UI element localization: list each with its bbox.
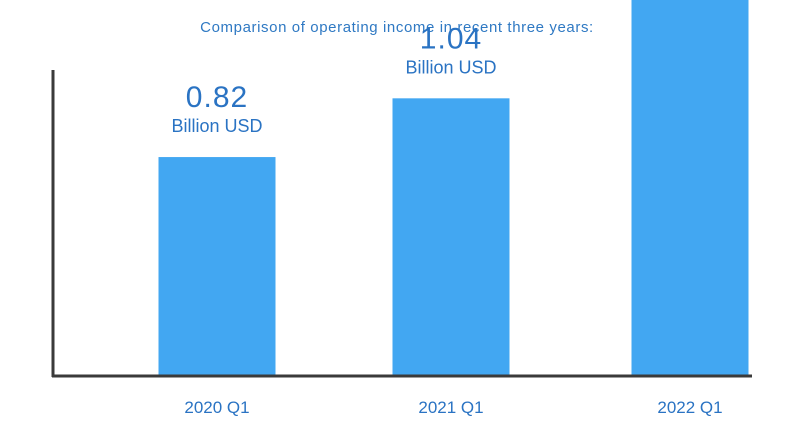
value-label-2021-q1: 1.04 [420, 22, 482, 55]
chart-title: Comparison of operating income in recent… [200, 19, 594, 36]
bar-2020-q1 [158, 157, 276, 376]
x-tick-label: 2022 Q1 [657, 398, 722, 417]
x-tick-label: 2020 Q1 [184, 398, 249, 417]
value-label-2020-q1: 0.82 [186, 81, 248, 114]
unit-label: Billion USD [405, 57, 496, 77]
bar-2021-q1 [392, 98, 510, 376]
unit-label: Billion USD [171, 116, 262, 136]
bar-2022-q1 [631, 0, 749, 376]
x-tick-label: 2021 Q1 [418, 398, 483, 417]
